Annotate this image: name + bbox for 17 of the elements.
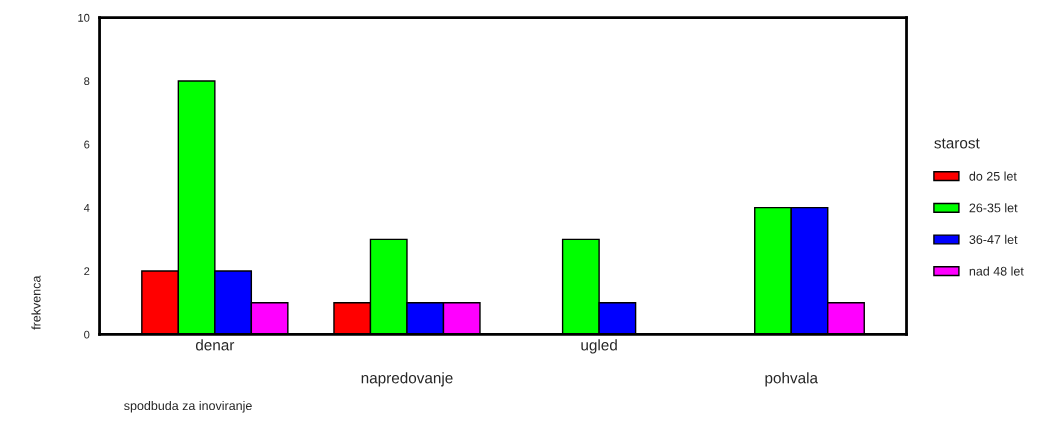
x-tick-label: ugled — [581, 339, 617, 354]
x-tick-label: denar — [195, 339, 235, 351]
legend-label: 26-35 let — [969, 203, 1018, 213]
y-tick-label: 10 — [78, 13, 90, 22]
y-tick-label: 8 — [84, 77, 90, 86]
x-tick-label: napredovanje — [361, 372, 453, 387]
y-tick-label: 6 — [84, 140, 90, 149]
legend-title: starost — [934, 138, 980, 149]
legend-label: nad 48 let — [969, 266, 1024, 276]
y-tick-label: 4 — [83, 204, 90, 212]
legend-label: do 25 let — [969, 171, 1017, 181]
x-axis-title: spodbuda za inoviranje — [124, 400, 252, 413]
y-tick-label: 2 — [84, 267, 90, 276]
y-axis-title: frekvenca — [31, 275, 41, 330]
legend-label: 36-47 let — [969, 234, 1018, 244]
y-tick-label: 0 — [84, 330, 90, 339]
x-tick-label: pohvala — [765, 372, 818, 387]
